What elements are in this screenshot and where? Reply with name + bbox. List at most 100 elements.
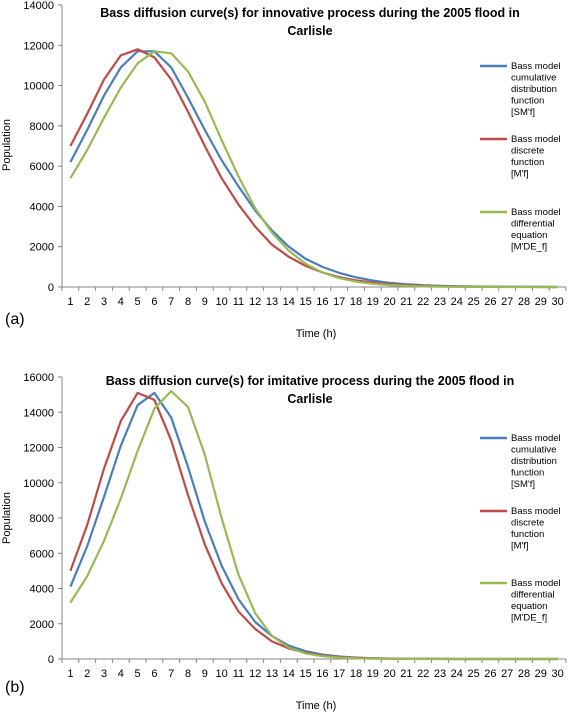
x-tick-label: 2 bbox=[84, 668, 90, 680]
x-tick-label: 6 bbox=[151, 668, 157, 680]
x-tick-label: 17 bbox=[333, 296, 345, 308]
legend-label-1: function bbox=[511, 96, 544, 107]
x-tick-label: 18 bbox=[350, 296, 362, 308]
legend-label-1: cumulative bbox=[511, 445, 556, 456]
x-tick-label: 29 bbox=[535, 668, 547, 680]
x-tick-label: 15 bbox=[299, 668, 311, 680]
x-tick-label: 21 bbox=[400, 296, 412, 308]
x-tick-label: 27 bbox=[501, 668, 513, 680]
legend-label-1: cumulative bbox=[511, 73, 556, 84]
x-tick-label: 14 bbox=[283, 668, 295, 680]
x-tick-label: 11 bbox=[233, 296, 244, 308]
legend-label-2: [M'f] bbox=[511, 541, 529, 552]
legend-label-1: Bass model bbox=[511, 433, 561, 444]
legend-label-3: [M'DE_f] bbox=[511, 613, 547, 624]
legend-label-2: discrete bbox=[511, 518, 544, 529]
x-tick-label: 26 bbox=[484, 296, 496, 308]
series-line-2 bbox=[69, 391, 558, 661]
x-tick-label: 24 bbox=[451, 296, 463, 308]
y-tick-label: 10000 bbox=[23, 478, 54, 490]
legend-label-1: distribution bbox=[511, 84, 557, 95]
series-line-3 bbox=[69, 390, 558, 661]
x-tick-label: 7 bbox=[168, 296, 174, 308]
x-tick-label: 6 bbox=[151, 296, 157, 308]
x-tick-label: 24 bbox=[451, 668, 463, 680]
y-tick-label: 4000 bbox=[30, 201, 54, 213]
y-tick-label: 2000 bbox=[30, 242, 54, 254]
y-tick-label: 10000 bbox=[23, 81, 54, 93]
x-tick-label: 23 bbox=[434, 296, 446, 308]
y-tick-label: 4000 bbox=[30, 584, 54, 596]
x-tick-label: 18 bbox=[350, 668, 362, 680]
legend-label-1: [SM'f] bbox=[511, 479, 535, 490]
x-tick-label: 4 bbox=[118, 296, 124, 308]
y-tick-label: 8000 bbox=[30, 121, 54, 133]
x-tick-label: 27 bbox=[501, 296, 513, 308]
x-tick-label: 12 bbox=[249, 668, 261, 680]
y-tick-label: 14000 bbox=[23, 0, 54, 12]
chart-a-x-axis-label: Time (h) bbox=[296, 328, 337, 340]
x-tick-label: 19 bbox=[367, 296, 379, 308]
legend-label-1: distribution bbox=[511, 456, 557, 467]
y-tick-label: 0 bbox=[48, 654, 54, 666]
y-tick-label: 12000 bbox=[23, 40, 54, 52]
y-tick-label: 6000 bbox=[30, 548, 54, 560]
x-tick-label: 28 bbox=[518, 296, 530, 308]
y-tick-label: 0 bbox=[48, 282, 54, 294]
legend-label-3: differential bbox=[511, 590, 555, 601]
x-tick-label: 11 bbox=[233, 668, 244, 680]
x-tick-label: 12 bbox=[249, 296, 261, 308]
x-tick-label: 5 bbox=[135, 296, 141, 308]
chart-a-panel-label: (a) bbox=[5, 311, 25, 328]
x-tick-label: 1 bbox=[67, 668, 73, 680]
series-line-3 bbox=[69, 50, 558, 289]
x-tick-label: 17 bbox=[333, 668, 345, 680]
x-tick-label: 29 bbox=[535, 296, 547, 308]
x-tick-label: 10 bbox=[215, 296, 227, 308]
x-tick-label: 16 bbox=[316, 296, 328, 308]
x-tick-label: 30 bbox=[551, 668, 563, 680]
y-tick-label: 12000 bbox=[23, 443, 54, 455]
x-tick-label: 8 bbox=[185, 668, 191, 680]
x-tick-label: 22 bbox=[417, 668, 429, 680]
x-tick-label: 28 bbox=[518, 668, 530, 680]
x-tick-label: 22 bbox=[417, 296, 429, 308]
legend-label-3: differential bbox=[511, 219, 555, 230]
series-line-2 bbox=[69, 48, 558, 289]
x-tick-label: 5 bbox=[135, 668, 141, 680]
legend-label-1: function bbox=[511, 468, 544, 479]
legend-label-1: [SM'f] bbox=[511, 107, 535, 118]
chart-a-title-line-1: Bass diffusion curve(s) for innovative p… bbox=[100, 6, 520, 20]
x-tick-label: 10 bbox=[215, 668, 227, 680]
x-tick-label: 4 bbox=[118, 668, 124, 680]
x-tick-label: 20 bbox=[383, 296, 395, 308]
legend-label-3: equation bbox=[511, 601, 547, 612]
x-tick-label: 8 bbox=[185, 296, 191, 308]
x-tick-label: 21 bbox=[400, 668, 412, 680]
x-tick-label: 13 bbox=[266, 296, 278, 308]
series-line-1 bbox=[69, 50, 558, 289]
chart-a-y-axis-label: Population bbox=[1, 119, 13, 171]
chart-b-y-axis-label: Population bbox=[1, 492, 13, 544]
legend-label-2: function bbox=[511, 157, 544, 168]
chart-b-title-line-1: Bass diffusion curve(s) for imitative pr… bbox=[106, 374, 514, 388]
y-tick-label: 6000 bbox=[30, 161, 54, 173]
y-tick-label: 2000 bbox=[30, 619, 54, 631]
y-tick-label: 14000 bbox=[23, 407, 54, 419]
legend-label-3: equation bbox=[511, 230, 547, 241]
y-tick-label: 8000 bbox=[30, 513, 54, 525]
x-tick-label: 14 bbox=[283, 296, 295, 308]
legend-label-1: Bass model bbox=[511, 61, 561, 72]
x-tick-label: 3 bbox=[101, 296, 107, 308]
x-tick-label: 20 bbox=[383, 668, 395, 680]
legend-label-2: function bbox=[511, 529, 544, 540]
legend-label-2: discrete bbox=[511, 146, 544, 157]
x-tick-label: 9 bbox=[202, 296, 208, 308]
chart-b-x-axis-label: Time (h) bbox=[296, 700, 337, 712]
chart-b-title-line-2: Carlisle bbox=[287, 392, 332, 406]
x-tick-label: 2 bbox=[84, 296, 90, 308]
x-tick-label: 15 bbox=[299, 296, 311, 308]
legend-label-2: [M'f] bbox=[511, 169, 529, 180]
x-tick-label: 7 bbox=[168, 668, 174, 680]
